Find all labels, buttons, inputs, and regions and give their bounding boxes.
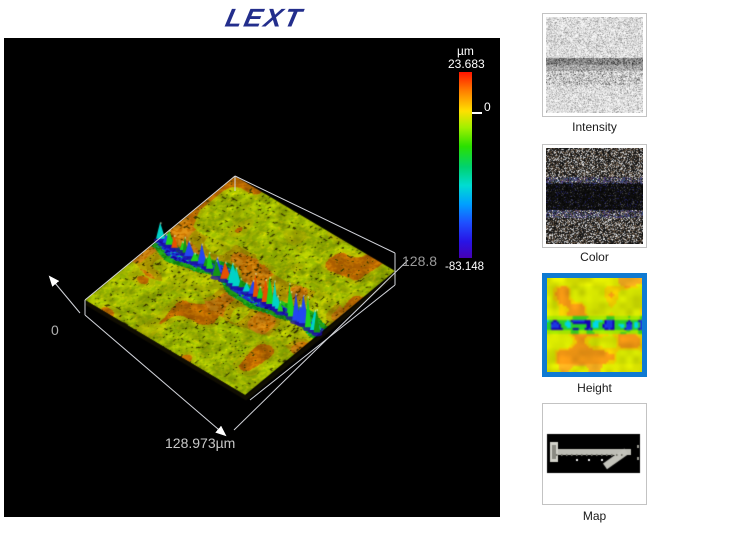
- x-dimension-arrow: [84, 314, 227, 437]
- color-thumbnail-image: [546, 148, 643, 244]
- thumbnail-intensity[interactable]: [542, 13, 647, 117]
- box-edge-back-left: [84, 175, 236, 301]
- surface-3d-render[interactable]: [4, 38, 500, 517]
- box-edge-bottom-right: [233, 259, 409, 431]
- map-thumbnail-image: [546, 407, 643, 501]
- z-axis-arrow: [48, 275, 81, 314]
- thumbnail-color-label: Color: [580, 250, 609, 264]
- surface-3d-viewport: 0 128.8 128.973µm µm 23.683 0 -83.148: [4, 38, 500, 517]
- thumbnail-map-label: Map: [582, 509, 607, 523]
- height-thumbnail-image: [547, 278, 642, 372]
- thumbnail-height-label: Height: [577, 381, 612, 395]
- scale-min-label: -83.148: [445, 261, 485, 273]
- thumbnail-intensity-label: Intensity: [572, 120, 617, 134]
- depth-axis-label: 128.8: [402, 253, 438, 269]
- scale-unit-label: µm: [457, 44, 474, 58]
- intensity-thumbnail-image: [546, 17, 643, 113]
- box-edge-front-right: [249, 284, 396, 401]
- width-axis-label: 128.973µm: [165, 435, 236, 451]
- thumbnail-map[interactable]: [542, 403, 647, 505]
- scale-max-label: 23.683: [448, 57, 485, 71]
- scale-zero-tick: [472, 112, 482, 114]
- box-edge-back-right: [234, 175, 396, 254]
- lext-logo: LEXT: [222, 3, 307, 33]
- thumbnail-height[interactable]: [542, 273, 647, 377]
- origin-label: 0: [51, 322, 59, 338]
- scale-zero-label: 0: [484, 100, 491, 114]
- thumbnail-color[interactable]: [542, 144, 647, 248]
- height-color-scale-bar: [459, 72, 472, 258]
- axes-wireframe: [48, 175, 409, 437]
